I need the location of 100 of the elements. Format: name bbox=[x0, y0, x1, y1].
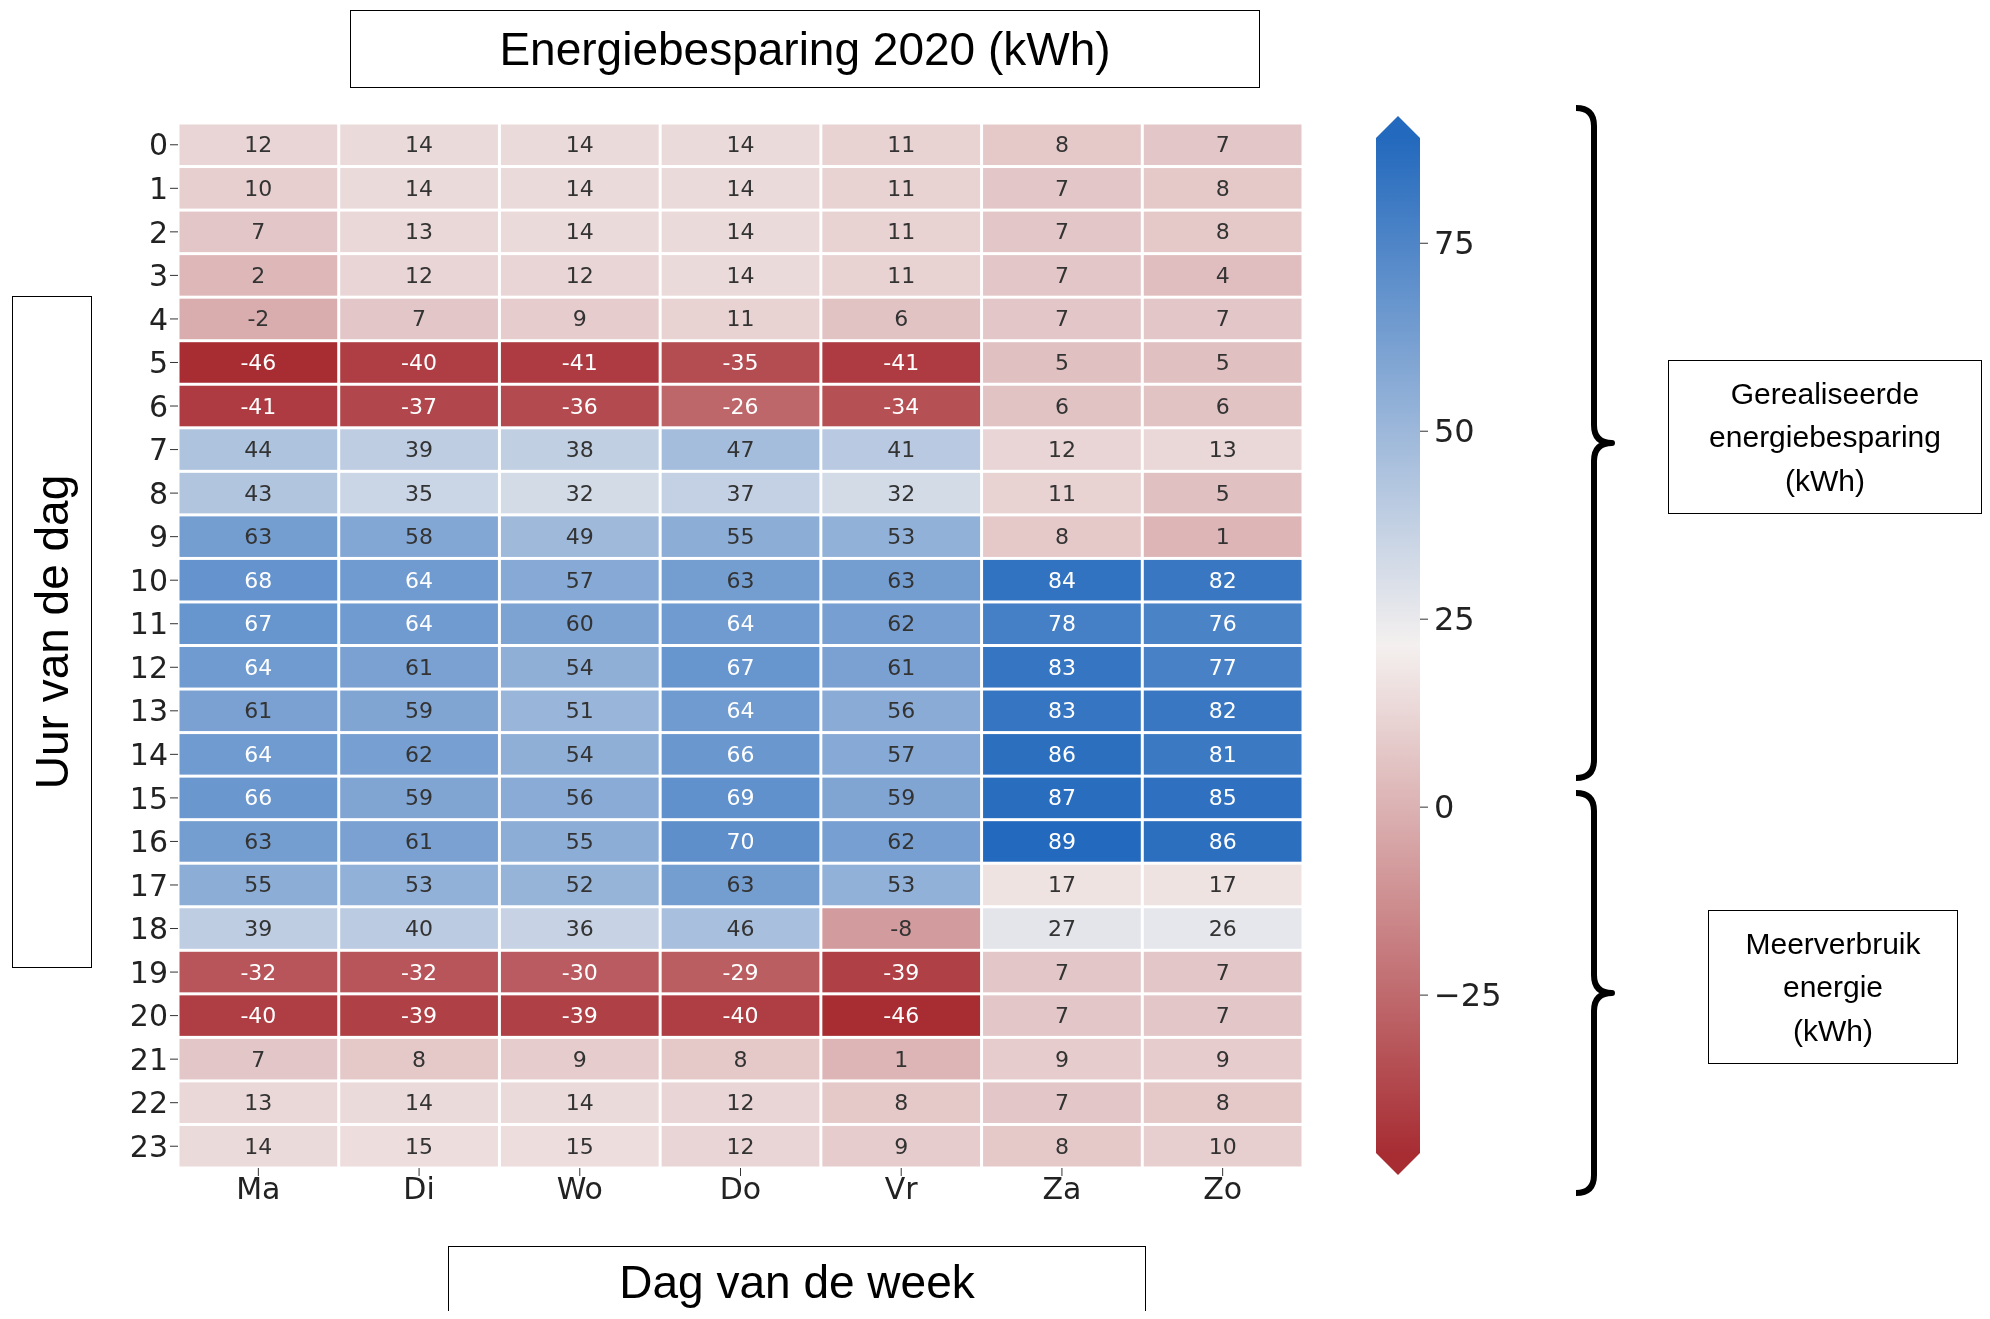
data-label: 5 bbox=[1054, 349, 1069, 375]
data-label: 14 bbox=[405, 1090, 434, 1116]
y-tick-label: 8 bbox=[148, 475, 168, 511]
y-tick-label: 20 bbox=[129, 998, 168, 1034]
data-label: 1 bbox=[1215, 524, 1230, 550]
data-label: 62 bbox=[887, 828, 916, 854]
data-label: -2 bbox=[247, 306, 270, 332]
data-label: 82 bbox=[1208, 698, 1237, 724]
text: Meerverbruik energie (kWh) bbox=[1745, 925, 1921, 1049]
data-label: 7 bbox=[1054, 1003, 1069, 1029]
data-label: 4 bbox=[1215, 262, 1230, 288]
y-tick-label: 7 bbox=[148, 432, 168, 468]
data-label: 63 bbox=[244, 524, 273, 550]
data-label: 61 bbox=[887, 654, 916, 680]
data-label: 8 bbox=[1054, 1133, 1069, 1159]
data-label: 56 bbox=[887, 698, 916, 724]
y-tick-label: 1 bbox=[148, 170, 168, 206]
data-label: 12 bbox=[244, 132, 273, 158]
data-label: 76 bbox=[1208, 611, 1237, 637]
y-tick-label: 4 bbox=[148, 301, 168, 337]
data-label: 7 bbox=[1215, 959, 1230, 985]
data-label: 7 bbox=[251, 1046, 266, 1072]
data-label: 9 bbox=[1054, 1046, 1069, 1072]
data-label: 82 bbox=[1208, 567, 1237, 593]
data-label: 63 bbox=[726, 567, 755, 593]
x-axis-title: Dag van de week bbox=[618, 1255, 976, 1310]
data-label: 7 bbox=[1054, 262, 1069, 288]
data-label: -40 bbox=[722, 1003, 759, 1029]
data-label: 57 bbox=[565, 567, 594, 593]
data-label: 64 bbox=[405, 611, 434, 637]
data-label: 8 bbox=[1215, 1090, 1230, 1116]
y-tick-label: 17 bbox=[129, 867, 168, 903]
data-label: -34 bbox=[883, 393, 920, 419]
y-tick-label: 16 bbox=[129, 824, 168, 860]
color-bar-label: 25 bbox=[1434, 600, 1475, 639]
data-label: 67 bbox=[244, 611, 273, 637]
data-label: 43 bbox=[244, 480, 273, 506]
y-tick-label: 2 bbox=[148, 214, 168, 250]
data-label: 7 bbox=[412, 306, 427, 332]
data-label: 32 bbox=[565, 480, 594, 506]
data-label: 9 bbox=[1215, 1046, 1230, 1072]
data-label: 60 bbox=[565, 611, 594, 637]
data-label: -41 bbox=[561, 349, 598, 375]
data-label: 89 bbox=[1047, 828, 1076, 854]
data-label: 57 bbox=[887, 741, 916, 767]
data-label: 8 bbox=[733, 1046, 748, 1072]
data-label: 61 bbox=[244, 698, 273, 724]
data-label: 61 bbox=[405, 654, 434, 680]
color-bar-label: 75 bbox=[1434, 224, 1475, 263]
data-label: 58 bbox=[405, 524, 434, 550]
data-label: 13 bbox=[1208, 437, 1237, 463]
data-label: 36 bbox=[565, 916, 594, 942]
data-label: 53 bbox=[887, 872, 916, 898]
x-tick-label: Ma bbox=[236, 1171, 281, 1207]
data-label: 9 bbox=[572, 1046, 587, 1072]
data-label: 11 bbox=[887, 175, 916, 201]
data-label: 7 bbox=[251, 219, 266, 245]
data-label: 14 bbox=[726, 132, 755, 158]
data-label: 64 bbox=[726, 611, 755, 637]
chart-title: Energiebesparing 2020 (kWh) bbox=[350, 10, 1260, 88]
data-label: 13 bbox=[244, 1090, 273, 1116]
color-bar-label: 0 bbox=[1434, 788, 1455, 827]
data-label: 62 bbox=[405, 741, 434, 767]
data-label: 12 bbox=[726, 1133, 755, 1159]
data-label: 37 bbox=[726, 480, 755, 506]
data-label: 7 bbox=[1054, 219, 1069, 245]
data-label: 38 bbox=[565, 437, 594, 463]
data-label: 12 bbox=[565, 262, 594, 288]
data-label: 64 bbox=[405, 567, 434, 593]
y-tick-label: 21 bbox=[129, 1041, 168, 1077]
data-label: 12 bbox=[1047, 437, 1076, 463]
data-label: 11 bbox=[1047, 480, 1076, 506]
data-label: 13 bbox=[405, 219, 434, 245]
data-label: -35 bbox=[722, 349, 759, 375]
data-label: 69 bbox=[726, 785, 755, 811]
y-axis-title: Uur van de dag bbox=[25, 474, 79, 790]
data-label: 15 bbox=[565, 1133, 594, 1159]
data-label: 12 bbox=[405, 262, 434, 288]
data-label: 11 bbox=[887, 132, 916, 158]
data-label: 8 bbox=[1215, 219, 1230, 245]
data-label: 44 bbox=[244, 437, 273, 463]
data-label: 14 bbox=[565, 132, 594, 158]
data-label: 7 bbox=[1054, 1090, 1069, 1116]
data-label: 77 bbox=[1208, 654, 1237, 680]
data-label: 63 bbox=[887, 567, 916, 593]
data-label: 67 bbox=[726, 654, 755, 680]
data-label: 27 bbox=[1047, 916, 1076, 942]
data-label: 15 bbox=[405, 1133, 434, 1159]
data-label: 8 bbox=[1054, 524, 1069, 550]
data-label: 49 bbox=[565, 524, 594, 550]
data-label: 14 bbox=[565, 1090, 594, 1116]
y-tick-label: 18 bbox=[129, 911, 168, 947]
data-label: 39 bbox=[244, 916, 273, 942]
x-tick-label: Di bbox=[403, 1171, 435, 1207]
data-label: 70 bbox=[726, 828, 755, 854]
y-tick-label: 3 bbox=[148, 258, 168, 294]
data-label: 6 bbox=[1054, 393, 1069, 419]
data-label: -39 bbox=[883, 959, 920, 985]
data-label: 54 bbox=[565, 741, 594, 767]
y-tick-label: 13 bbox=[129, 693, 168, 729]
